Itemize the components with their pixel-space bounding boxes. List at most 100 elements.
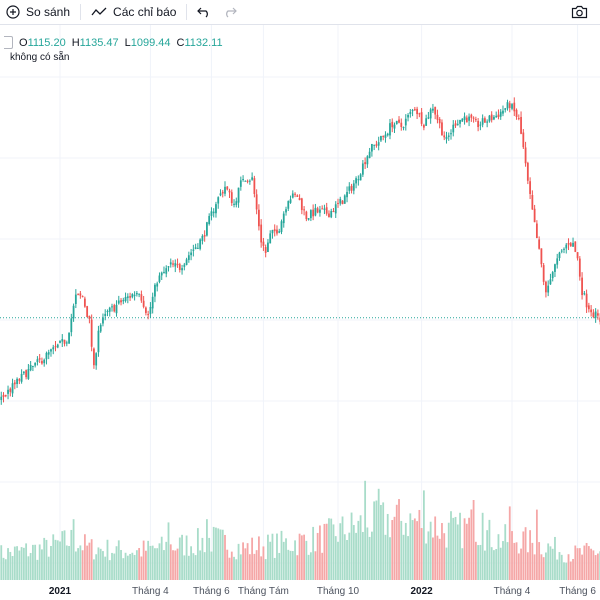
candle-body	[4, 395, 7, 397]
candle-body	[380, 136, 382, 141]
candle-body	[463, 116, 466, 120]
volume-bar	[432, 537, 434, 580]
volume-bar	[429, 521, 432, 580]
candle-body	[133, 294, 136, 296]
volume-bar	[36, 559, 39, 580]
high-item: H1135.47	[72, 37, 119, 49]
volume-bar	[18, 550, 21, 580]
candle-body	[278, 231, 281, 233]
candle-body	[255, 194, 258, 210]
candle-body	[93, 348, 95, 366]
indicators-button[interactable]: Các chỉ báo	[85, 0, 182, 24]
price-chart[interactable]: 2021 Tháng 4 Tháng 6 Tháng Tám Tháng 10 2022 T…	[0, 25, 600, 600]
candle-body	[531, 195, 534, 210]
volume-bar	[495, 549, 498, 580]
volume-bar	[337, 541, 339, 580]
close-label: C	[176, 36, 185, 49]
volume-bar	[167, 522, 170, 580]
volume-bar	[224, 534, 226, 580]
candle-body	[289, 199, 292, 203]
legend-handle-icon[interactable]	[4, 36, 13, 49]
volume-bar	[149, 545, 152, 580]
candle-body	[7, 389, 9, 394]
candle-body	[432, 108, 434, 111]
volume-bar	[461, 548, 464, 580]
line-chart-icon	[91, 6, 107, 18]
candle-body	[27, 369, 30, 379]
candle-body	[477, 120, 480, 128]
volume-bar	[597, 553, 599, 580]
volume-bar	[172, 550, 174, 580]
candle-body	[273, 229, 276, 232]
volume-bar	[244, 548, 247, 580]
volume-bar	[587, 546, 590, 580]
volume-bar	[194, 555, 197, 580]
candle-body	[400, 122, 403, 127]
candle-body	[20, 373, 23, 382]
candle-body	[576, 252, 579, 259]
candle-body	[560, 250, 563, 252]
candle-body	[364, 162, 367, 165]
volume-bar	[260, 556, 263, 580]
volume-bar	[56, 540, 59, 580]
volume-bar	[59, 541, 61, 580]
volume-bar	[9, 551, 12, 580]
candle-body	[97, 330, 100, 353]
candle-body	[515, 109, 518, 117]
candle-body	[429, 109, 432, 119]
candle-body	[167, 266, 170, 268]
volume-bar	[4, 559, 7, 580]
volume-bar	[253, 553, 256, 580]
volume-bar	[131, 552, 134, 580]
candle-body	[441, 122, 443, 136]
candle-body	[54, 346, 57, 348]
candle-body	[68, 332, 70, 344]
volume-bar	[176, 548, 179, 580]
volume-bar	[375, 500, 378, 580]
open-value: 1115.20	[27, 36, 66, 49]
volume-bar	[567, 554, 570, 580]
candle-body	[565, 244, 568, 249]
volume-bar	[135, 550, 138, 580]
volume-bar	[325, 523, 328, 580]
candle-body	[314, 207, 317, 216]
volume-bar	[25, 543, 28, 580]
candle-body	[517, 118, 520, 120]
volume-bar	[271, 533, 274, 580]
volume-bar	[276, 533, 278, 580]
candle-body	[165, 268, 168, 274]
volume-bar	[384, 534, 387, 580]
screenshot-button[interactable]	[565, 0, 600, 24]
candle-body	[287, 201, 290, 209]
candle-body	[140, 294, 143, 301]
volume-bar	[258, 536, 260, 580]
redo-button[interactable]	[217, 0, 243, 24]
candle-body	[499, 111, 502, 117]
candle-body	[474, 119, 477, 121]
candle-body	[145, 307, 147, 313]
volume-bar	[104, 556, 107, 580]
compare-button[interactable]: So sánh	[0, 0, 76, 24]
volume-bar	[472, 500, 475, 580]
volume-bar	[156, 548, 159, 580]
compare-label: So sánh	[26, 5, 71, 19]
candle-body	[511, 104, 513, 109]
candle-body	[126, 296, 129, 298]
volume-bar	[373, 501, 376, 580]
volume-bar	[463, 518, 466, 580]
undo-button[interactable]	[191, 0, 217, 24]
volume-bar	[346, 540, 348, 580]
candle-body	[305, 211, 308, 220]
candle-body	[513, 102, 516, 112]
volume-bar	[517, 553, 520, 580]
volume-bar	[441, 523, 443, 580]
candle-body	[122, 299, 125, 302]
volume-bar	[208, 537, 211, 580]
volume-bar	[334, 536, 337, 580]
volume-bar	[551, 548, 554, 580]
candle-body	[228, 190, 231, 193]
volume-bar	[138, 548, 141, 580]
candle-body	[138, 293, 141, 295]
candle-body	[251, 177, 254, 180]
candle-body	[300, 198, 303, 211]
